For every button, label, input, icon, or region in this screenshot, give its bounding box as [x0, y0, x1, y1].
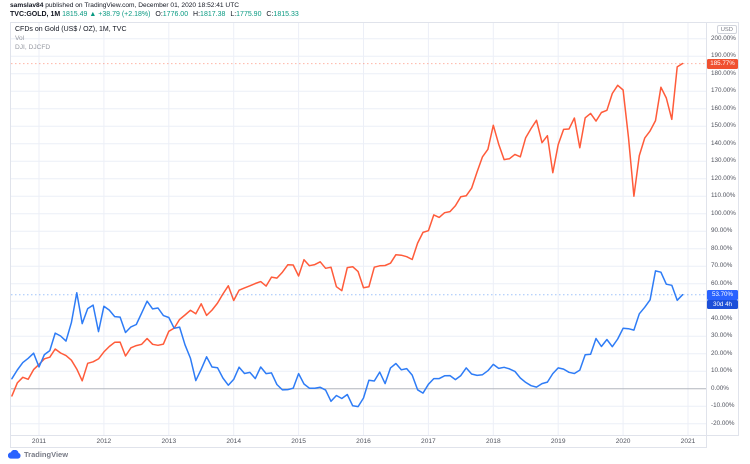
- x-axis-tick-label: 2011: [31, 438, 47, 445]
- x-axis-tick-label: 2021: [680, 438, 696, 445]
- open-value: 1776.00: [162, 10, 189, 18]
- y-axis-tick-label: 110.00%: [711, 192, 736, 200]
- y-axis-tick-label: 150.00%: [711, 122, 736, 130]
- y-axis-tick-label: 90.00%: [711, 227, 733, 235]
- series-line-tvc:gold: [11, 270, 684, 408]
- low-label: L:: [230, 10, 237, 18]
- y-axis-tick-label: 170.00%: [711, 87, 736, 95]
- dji-price-label: 185.77%: [707, 58, 738, 69]
- y-axis-tick-label: 30.00%: [711, 332, 733, 340]
- x-axis-tick-label: 2016: [356, 438, 371, 445]
- time-scale[interactable]: 2011 2012 2013 2014 2015 2016 2017 2018 2019 2020…: [11, 435, 706, 449]
- gold-price-label: 53.70%: [707, 289, 738, 300]
- chart-legend: CFDs on Gold (US$ / OZ), 1M, TVC Vol DJI…: [15, 25, 127, 52]
- chart-frame: CFDs on Gold (US$ / OZ), 1M, TVC Vol DJI…: [10, 22, 739, 448]
- series-line-dji: [11, 62, 684, 397]
- x-axis-tick-label: 2018: [485, 438, 501, 445]
- x-axis-tick-label: 2020: [615, 438, 631, 445]
- y-axis-tick-label: -10.00%: [711, 402, 735, 410]
- scales-corner: [706, 435, 739, 448]
- last-price: 1815.49: [62, 10, 88, 18]
- high-value: 1817.38: [200, 10, 226, 18]
- y-axis-tick-label: 160.00%: [711, 104, 736, 112]
- byline-text: published on TradingView.com, December 0…: [43, 2, 239, 9]
- low-value: 1775.90: [236, 10, 262, 18]
- close-value: 1815.33: [273, 10, 299, 18]
- y-axis-tick-label: 40.00%: [711, 314, 733, 322]
- legend-volume[interactable]: Vol: [15, 35, 25, 42]
- high-label: H:: [193, 10, 201, 18]
- y-axis-tick-label: -20.00%: [711, 419, 735, 427]
- author-username: samslav84: [10, 2, 44, 9]
- tradingview-logo[interactable]: TradingView: [8, 450, 68, 459]
- price-change: +38.79 (+2.18%): [98, 10, 151, 18]
- y-axis-tick-label: 60.00%: [711, 279, 733, 287]
- byline: samslav84 published on TradingView.com, …: [10, 2, 239, 9]
- x-axis-tick-label: 2014: [226, 438, 242, 445]
- y-axis-tick-label: 180.00%: [711, 69, 736, 77]
- legend-compare-series[interactable]: DJI, DJCFD: [15, 44, 51, 51]
- x-axis-tick-label: 2015: [291, 438, 306, 445]
- y-axis-tick-label: 100.00%: [711, 209, 736, 217]
- y-axis-tick-label: 70.00%: [711, 262, 733, 270]
- x-axis-tick-label: 2012: [96, 438, 112, 445]
- y-axis-tick-label: 190.00%: [711, 52, 736, 60]
- y-axis-tick-label: 120.00%: [711, 174, 736, 182]
- y-axis-tick-label: 20.00%: [711, 349, 733, 357]
- y-axis-tick-label: 130.00%: [711, 157, 736, 165]
- y-axis-tick-label: 0.00%: [711, 384, 729, 392]
- brand-text: TradingView: [24, 450, 69, 459]
- symbol-quote-row: TVC:GOLD, 1M 1815.49 ▲ +38.79 (+2.18%) O…: [10, 11, 299, 18]
- y-axis-tick-label: 200.00%: [711, 34, 736, 42]
- open-label: O:: [155, 10, 163, 18]
- bar-countdown-label: 30d 4h: [707, 300, 738, 310]
- symbol-name: TVC:GOLD, 1M: [10, 10, 61, 18]
- y-axis-tick-label: 10.00%: [711, 367, 733, 375]
- x-axis-tick-label: 2013: [161, 438, 177, 445]
- chart-canvas[interactable]: [11, 23, 706, 435]
- chart-plot-area[interactable]: CFDs on Gold (US$ / OZ), 1M, TVC Vol DJI…: [11, 23, 706, 435]
- y-axis-tick-label: 140.00%: [711, 139, 736, 147]
- x-axis-tick-label: 2017: [421, 438, 436, 445]
- close-label: C:: [266, 10, 274, 18]
- y-axis-tick-label: 80.00%: [711, 244, 733, 252]
- cloud-icon: [8, 450, 21, 459]
- x-axis-tick-label: 2019: [550, 438, 566, 445]
- currency-unit-button[interactable]: USD: [716, 25, 737, 34]
- up-arrow-icon: ▲: [89, 10, 97, 18]
- price-scale[interactable]: USD 185.77% 53.70% 30d 4h 200.00% 190.00%…: [706, 23, 739, 435]
- legend-main-series[interactable]: CFDs on Gold (US$ / OZ), 1M, TVC: [15, 26, 127, 33]
